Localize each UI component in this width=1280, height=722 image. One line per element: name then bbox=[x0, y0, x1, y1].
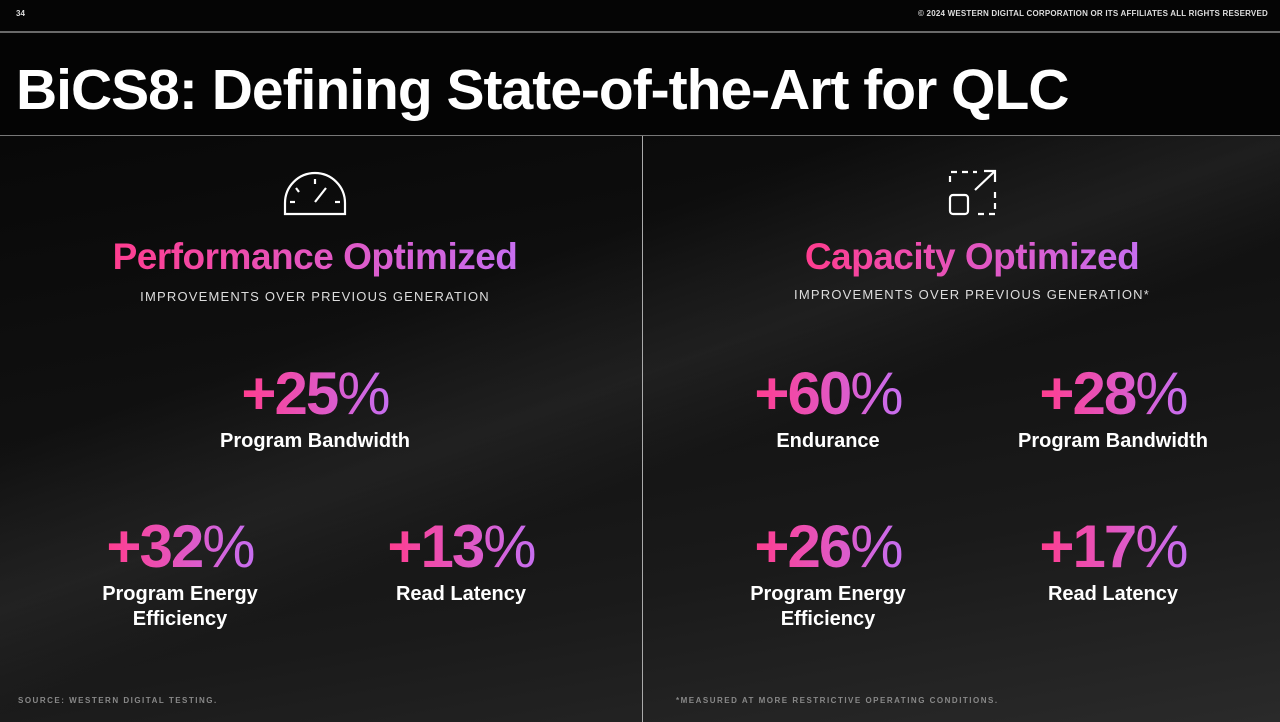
stat-value: +60% bbox=[754, 360, 902, 427]
background bbox=[0, 136, 1280, 722]
stat-label: Program Bandwidth bbox=[1017, 430, 1209, 452]
stat-label: Read Latency bbox=[395, 583, 527, 605]
capacity-subtitle: IMPROVEMENTS OVER PREVIOUS GENERATION* bbox=[794, 287, 1150, 302]
panel-divider bbox=[642, 136, 643, 722]
copyright: © 2024 WESTERN DIGITAL CORPORATION OR IT… bbox=[918, 9, 1268, 18]
stat-value: +28% bbox=[1039, 360, 1187, 427]
stat-label: Read Latency bbox=[1047, 583, 1179, 605]
stat-label: Program Bandwidth bbox=[219, 430, 411, 452]
speedometer-icon bbox=[283, 171, 347, 216]
page-number: 34 bbox=[16, 9, 25, 18]
stat-label: Endurance bbox=[776, 430, 880, 452]
stat-value: +13% bbox=[387, 513, 535, 580]
performance-subtitle: IMPROVEMENTS OVER PREVIOUS GENERATION bbox=[140, 289, 490, 304]
expand-resize-icon bbox=[948, 169, 997, 216]
performance-heading: Performance Optimized bbox=[112, 236, 518, 277]
stat-value: +17% bbox=[1039, 513, 1187, 580]
capacity-heading: Capacity Optimized bbox=[804, 236, 1140, 277]
conditions-footnote: *MEASURED AT MORE RESTRICTIVE OPERATING … bbox=[676, 696, 999, 705]
stat-value: +26% bbox=[754, 513, 902, 580]
stat-value: +25% bbox=[241, 360, 389, 427]
source-footnote: SOURCE: WESTERN DIGITAL TESTING. bbox=[18, 696, 218, 705]
top-bar: 34 © 2024 WESTERN DIGITAL CORPORATION OR… bbox=[0, 0, 1280, 33]
stat-value: +32% bbox=[106, 513, 254, 580]
stat-label: Program Energy Efficiency bbox=[102, 583, 258, 630]
slide-title: BiCS8: Defining State-of-the-Art for QLC bbox=[16, 58, 1069, 122]
title-bar: BiCS8: Defining State-of-the-Art for QLC bbox=[0, 35, 1280, 136]
stat-label: Program Energy Efficiency bbox=[750, 583, 906, 630]
